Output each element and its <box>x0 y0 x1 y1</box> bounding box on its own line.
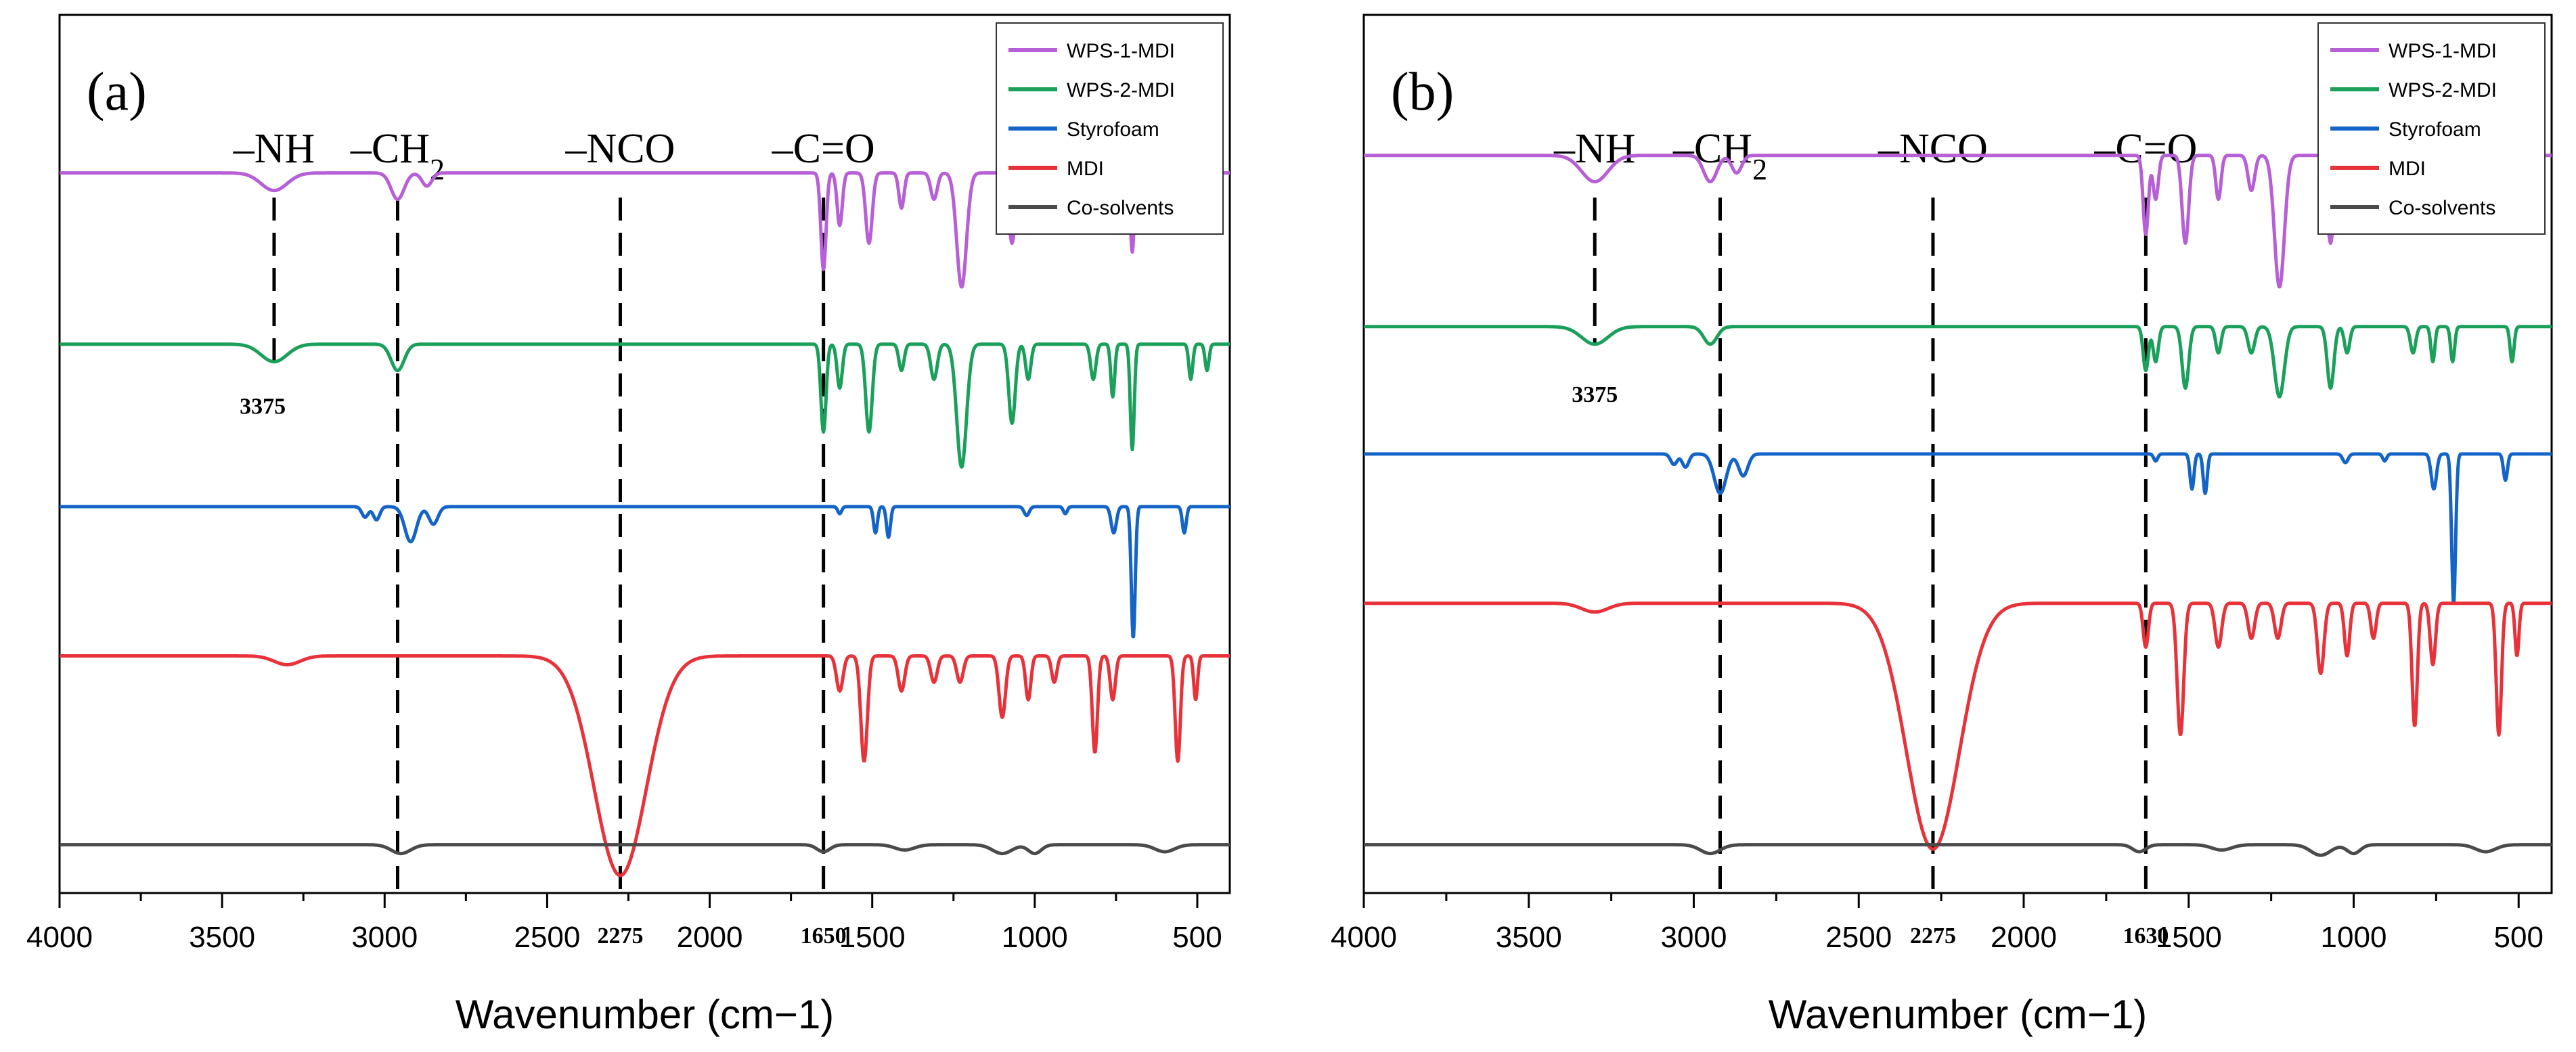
legend-entry: WPS-2-MDI <box>2389 79 2497 101</box>
x-axis-label: Wavenumber (cm−1) <box>456 992 835 1037</box>
x-tick-label: 2500 <box>1825 921 1892 954</box>
panel-letter: (a) <box>87 62 147 122</box>
series-line-mdi <box>1362 601 2553 851</box>
x-tick-label: 2000 <box>1991 921 2057 954</box>
x-tick-label: 2500 <box>514 921 580 954</box>
legend-entry: MDI <box>2389 158 2426 180</box>
series-line-styrofoam <box>58 505 1231 639</box>
panel-letter: (b) <box>1391 62 1454 122</box>
x-tick-label: 1500 <box>2156 921 2222 954</box>
x-tick-label: 3000 <box>1661 921 1727 954</box>
peak-wavenumber-label: 3375 <box>1572 382 1618 407</box>
x-tick-label: 3500 <box>189 921 255 954</box>
x-tick-label: 4000 <box>26 921 93 954</box>
peak-wavenumber-label: 1630 <box>2123 923 2169 948</box>
series-line-co-solvents <box>58 843 1231 856</box>
x-tick-label: 500 <box>2494 921 2544 954</box>
peak-wavenumber-label: 2275 <box>597 923 643 948</box>
legend-entry: WPS-2-MDI <box>1067 79 1175 101</box>
peak-wavenumber-label: 2275 <box>1910 923 1956 948</box>
x-tick-label: 4000 <box>1331 921 1397 954</box>
x-tick-label: 3500 <box>1496 921 1562 954</box>
functional-group-label: –NH <box>1553 126 1636 172</box>
legend-entry: MDI <box>1067 158 1104 180</box>
legend-entry: WPS-1-MDI <box>1067 40 1175 62</box>
series-line-wps-2-mdi <box>58 342 1231 469</box>
x-tick-label: 3000 <box>351 921 418 954</box>
legend-entry: Co-solvents <box>1067 197 1174 219</box>
legend-entry: Styrofoam <box>2389 118 2481 141</box>
plot-frame <box>58 14 1231 894</box>
panel-a: (a) –NH –CH2 –NCO –C=O 4000 3500 3000 2500 2000 15… <box>26 14 1231 1037</box>
peak-wavenumber-label: 1650 <box>801 923 847 948</box>
functional-group-label: –NH <box>233 126 315 172</box>
x-tick-label: 500 <box>1172 921 1222 954</box>
series-line-mdi <box>58 654 1231 877</box>
legend-entry: Co-solvents <box>2389 197 2495 219</box>
legend-entry: WPS-1-MDI <box>2389 40 2497 62</box>
functional-group-label: –NCO <box>1878 126 1988 172</box>
functional-group-label: –CH2 <box>350 126 445 186</box>
x-tick-label: 1500 <box>839 921 906 954</box>
legend: WPS-1-MDI WPS-2-MDI Styrofoam MDI Co-solvent… <box>996 22 1224 235</box>
legend: WPS-1-MDI WPS-2-MDI Styrofoam MDI Co-solvent… <box>2317 22 2546 235</box>
functional-group-label: –C=O <box>2093 126 2197 172</box>
series-line-wps-2-mdi <box>1362 325 2553 398</box>
series-line-styrofoam <box>1362 452 2553 603</box>
subscript: 2 <box>1752 153 1767 186</box>
x-tick-label: 2000 <box>677 921 743 954</box>
x-tick-label: 1000 <box>2321 921 2387 954</box>
x-tick-label: 1000 <box>1002 921 1068 954</box>
x-axis-label: Wavenumber (cm−1) <box>1769 992 2148 1037</box>
peak-wavenumber-label: 3375 <box>240 394 286 419</box>
legend-entry: Styrofoam <box>1067 118 1159 141</box>
series-line-co-solvents <box>1362 843 2553 857</box>
functional-group-label: –C=O <box>772 126 875 172</box>
functional-group-label: –NCO <box>565 126 675 172</box>
